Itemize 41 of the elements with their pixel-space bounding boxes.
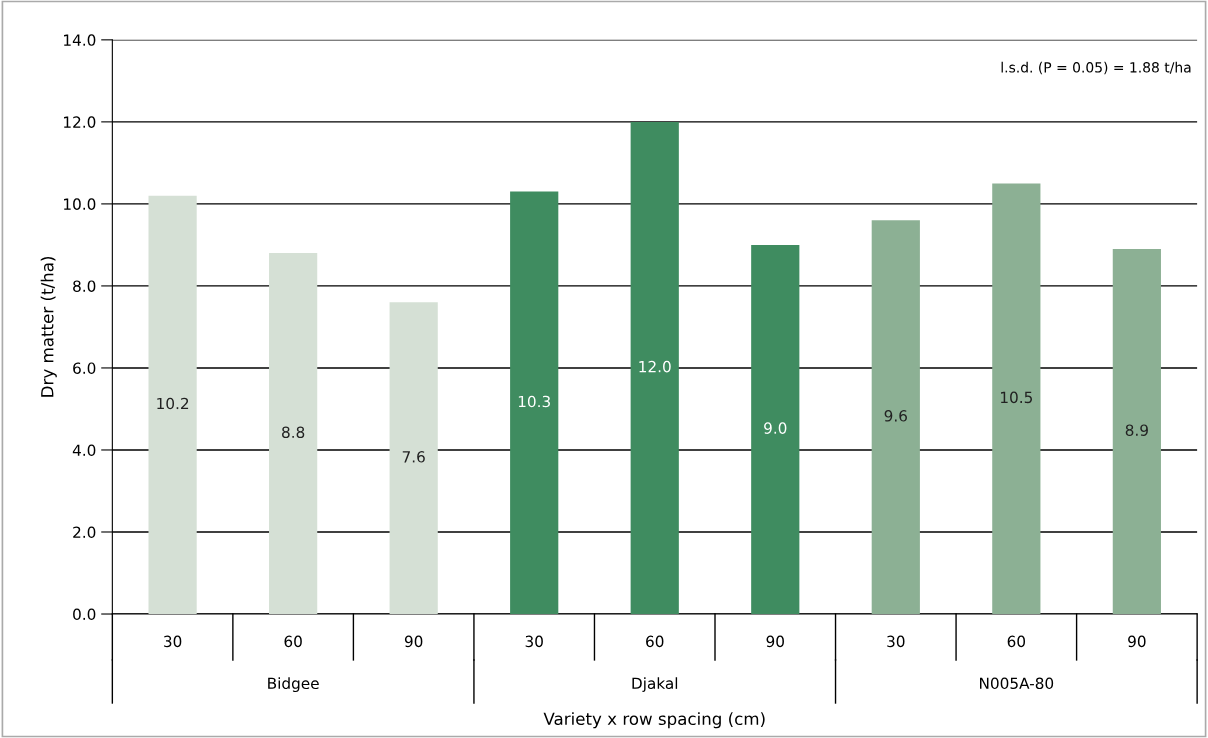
data-label: 10.3 [518,395,550,408]
data-label: 7.6 [402,451,425,463]
x-tick-label: 60 [1007,635,1026,648]
x-tick-label: 60 [284,635,302,648]
text: Bidgee [268,677,319,693]
bar [148,195,197,615]
x-tick-label: 30 [164,635,182,648]
data-label: 10.5 [1001,391,1033,404]
data-label: 9.6 [884,410,907,422]
y-tick-label: 12.0 [64,116,96,128]
bar [1112,249,1161,615]
data-label: 8.9 [1125,424,1148,436]
y-tick-label: 8.0 [73,280,96,292]
y-tick-label: 6.0 [73,362,96,374]
x-tick-label: 90 [1128,635,1146,648]
x-tick-label: 90 [404,635,423,648]
y-tick-label: 14.0 [64,34,96,46]
y-axis-title: Dry matter (t/ha) [40,257,57,397]
y-tick-label: 2.0 [73,526,96,539]
bar [389,302,438,615]
bar [871,220,920,615]
y-tick-label: 0.0 [73,608,96,621]
data-label: 9.0 [764,422,787,434]
x-tick-label: 90 [766,635,784,648]
x-tick-label: 30 [525,635,543,648]
bar [630,121,679,615]
bar [510,191,559,615]
x-axis-title: Variety x row spacing (cm) [543,712,765,729]
x-tick-label: 60 [646,635,664,648]
data-label: 12.0 [639,360,671,373]
bar [269,253,318,615]
annotation: l.s.d. (P = 0.05) = 1.88 t/ha [1001,61,1191,75]
x-tick-label: 30 [887,635,905,648]
data-label: 10.2 [157,397,189,410]
y-tick-label: 4.0 [72,444,96,456]
data-label: 8.8 [282,426,305,438]
bar [992,183,1041,615]
y-tick-label: 10.0 [64,198,96,210]
text: Djakal [632,677,678,693]
bar [751,244,800,615]
text: N005A-80 [980,677,1054,690]
